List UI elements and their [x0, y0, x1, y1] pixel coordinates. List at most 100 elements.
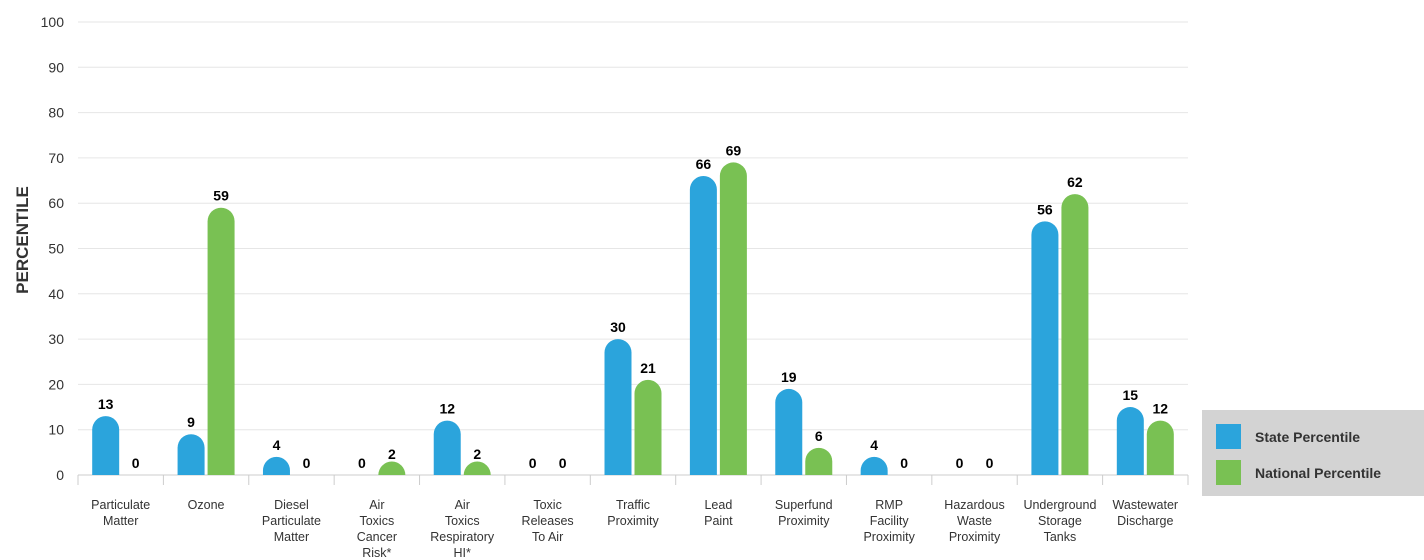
bar: [378, 461, 406, 475]
y-tick-label: 10: [48, 422, 64, 438]
y-tick-label: 20: [48, 376, 64, 392]
category-label: Storage: [1038, 514, 1082, 528]
y-axis-label: PERCENTILE: [13, 186, 32, 294]
y-tick-label: 80: [48, 105, 64, 121]
data-label: 12: [439, 401, 455, 417]
category-label: Proximity: [778, 514, 830, 528]
category-label: Matter: [103, 514, 138, 528]
legend-swatch-state: [1216, 424, 1241, 449]
data-label: 0: [956, 455, 964, 471]
data-labels: 13 0 9 59 4 0 0 2 12 2 0 0 30 21 66 69 19 6 4 0 0 0 56 62 15 12: [98, 142, 1168, 471]
y-tick-label: 50: [48, 241, 64, 257]
bar: [262, 456, 290, 475]
data-label: 4: [870, 437, 878, 453]
y-tick-label: 100: [41, 14, 65, 30]
data-label: 62: [1067, 174, 1083, 190]
data-label: 0: [132, 455, 140, 471]
data-label: 13: [98, 396, 114, 412]
data-label: 2: [388, 446, 396, 462]
data-label: 2: [473, 446, 481, 462]
bar: [719, 162, 747, 475]
data-label: 15: [1123, 387, 1139, 403]
category-label: Diesel: [274, 498, 309, 512]
bar: [775, 388, 803, 475]
y-tick-label: 60: [48, 195, 64, 211]
category-label: RMP: [875, 498, 903, 512]
category-label: Waste: [957, 514, 992, 528]
category-label: Toxics: [359, 514, 394, 528]
y-axis-ticks: 0 10 20 30 40 50 60 70 80 90 100: [41, 14, 65, 483]
legend-swatch-national: [1216, 460, 1241, 485]
legend-item-state: State Percentile: [1216, 424, 1360, 449]
category-label: Respiratory: [430, 530, 495, 544]
data-label: 6: [815, 428, 823, 444]
bars: [92, 162, 1174, 476]
data-label: 59: [213, 188, 229, 204]
data-label: 66: [696, 156, 712, 172]
x-axis-ticks: [77, 475, 1189, 485]
category-label: Cancer: [357, 530, 397, 544]
legend: State Percentile National Percentile: [1202, 410, 1424, 496]
category-label: Proximity: [863, 530, 915, 544]
category-label: Superfund: [775, 498, 833, 512]
category-label: Particulate: [91, 498, 150, 512]
category-label: Releases: [522, 514, 574, 528]
category-label: Hazardous: [944, 498, 1004, 512]
category-label: Ozone: [188, 498, 225, 512]
data-label: 0: [303, 455, 311, 471]
data-label: 21: [640, 360, 656, 376]
category-label: HI*: [454, 546, 472, 560]
data-label: 12: [1153, 401, 1169, 417]
category-label: Risk*: [362, 546, 391, 560]
category-label: Air: [455, 498, 470, 512]
y-tick-label: 30: [48, 331, 64, 347]
data-label: 56: [1037, 201, 1053, 217]
category-label: Tanks: [1044, 530, 1077, 544]
data-label: 0: [529, 455, 537, 471]
data-label: 9: [187, 414, 195, 430]
category-label: Particulate: [262, 514, 321, 528]
bar: [177, 434, 205, 475]
bar: [433, 420, 461, 475]
y-tick-label: 90: [48, 59, 64, 75]
data-label: 19: [781, 369, 797, 385]
category-label: Toxics: [445, 514, 480, 528]
category-label: To Air: [532, 530, 563, 544]
y-tick-label: 0: [56, 467, 64, 483]
category-label: Toxic: [533, 498, 561, 512]
category-label: Lead: [704, 498, 732, 512]
data-label: 0: [900, 455, 908, 471]
bar: [805, 447, 833, 475]
bar: [1061, 194, 1089, 475]
category-label: Traffic: [616, 498, 650, 512]
y-tick-label: 70: [48, 150, 64, 166]
legend-label-state: State Percentile: [1255, 428, 1361, 445]
legend-label-national: National Percentile: [1255, 464, 1382, 481]
bar: [860, 456, 888, 475]
grid-lines: [78, 21, 1188, 476]
bar: [604, 339, 632, 475]
bar: [1146, 420, 1174, 475]
data-label: 0: [559, 455, 567, 471]
bar: [634, 379, 662, 475]
data-label: 69: [726, 142, 742, 158]
bar: [463, 461, 491, 475]
category-label: Facility: [870, 514, 910, 528]
category-label: Proximity: [949, 530, 1001, 544]
legend-item-national: National Percentile: [1216, 460, 1381, 485]
category-label: Paint: [704, 514, 733, 528]
data-label: 30: [610, 319, 626, 335]
data-label: 4: [273, 437, 281, 453]
bar: [689, 176, 717, 475]
y-tick-label: 40: [48, 286, 64, 302]
category-label: Wastewater: [1113, 498, 1179, 512]
category-label: Discharge: [1117, 514, 1173, 528]
category-labels: Particulate Matter Ozone Diesel Particulate M…: [91, 498, 1178, 560]
category-label: Proximity: [607, 514, 659, 528]
category-label: Underground: [1023, 498, 1096, 512]
bar: [1116, 407, 1144, 475]
category-label: Air: [369, 498, 384, 512]
bar: [92, 416, 120, 475]
bar: [1031, 221, 1059, 475]
